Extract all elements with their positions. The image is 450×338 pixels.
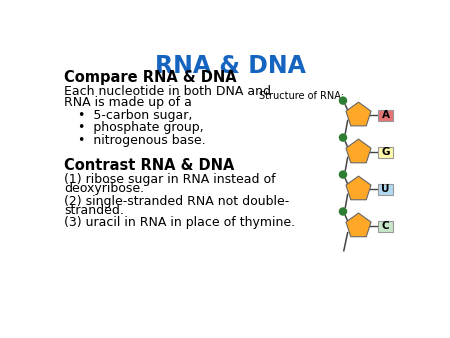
Text: G: G [382, 147, 390, 157]
Polygon shape [346, 176, 371, 200]
Text: stranded.: stranded. [64, 204, 124, 217]
Text: (3) uracil in RNA in place of thymine.: (3) uracil in RNA in place of thymine. [64, 216, 295, 229]
FancyBboxPatch shape [378, 147, 393, 158]
Text: •  nitrogenous base.: • nitrogenous base. [78, 134, 206, 147]
FancyBboxPatch shape [378, 110, 393, 121]
Circle shape [339, 96, 347, 105]
Text: U: U [382, 184, 390, 194]
Text: RNA is made up of a: RNA is made up of a [64, 96, 192, 109]
FancyBboxPatch shape [378, 221, 393, 232]
Text: deoxyribose.: deoxyribose. [64, 182, 144, 195]
Polygon shape [346, 213, 371, 237]
Text: •  5-carbon sugar,: • 5-carbon sugar, [78, 109, 192, 122]
Circle shape [339, 134, 347, 142]
Text: C: C [382, 221, 389, 231]
Polygon shape [346, 139, 371, 163]
Text: Compare RNA & DNA: Compare RNA & DNA [64, 70, 237, 85]
Text: Structure of RNA:: Structure of RNA: [259, 91, 344, 101]
Text: •  phosphate group,: • phosphate group, [78, 121, 203, 135]
Circle shape [339, 207, 347, 216]
Polygon shape [346, 102, 371, 126]
FancyBboxPatch shape [378, 184, 393, 195]
Text: Contrast RNA & DNA: Contrast RNA & DNA [64, 159, 234, 173]
Text: A: A [382, 110, 390, 120]
Text: Each nucleotide in both DNA and: Each nucleotide in both DNA and [64, 85, 271, 98]
Text: (1) ribose sugar in RNA instead of: (1) ribose sugar in RNA instead of [64, 173, 275, 186]
Text: (2) single-stranded RNA not double-: (2) single-stranded RNA not double- [64, 195, 289, 208]
Text: RNA & DNA: RNA & DNA [155, 54, 306, 78]
Circle shape [339, 170, 347, 179]
